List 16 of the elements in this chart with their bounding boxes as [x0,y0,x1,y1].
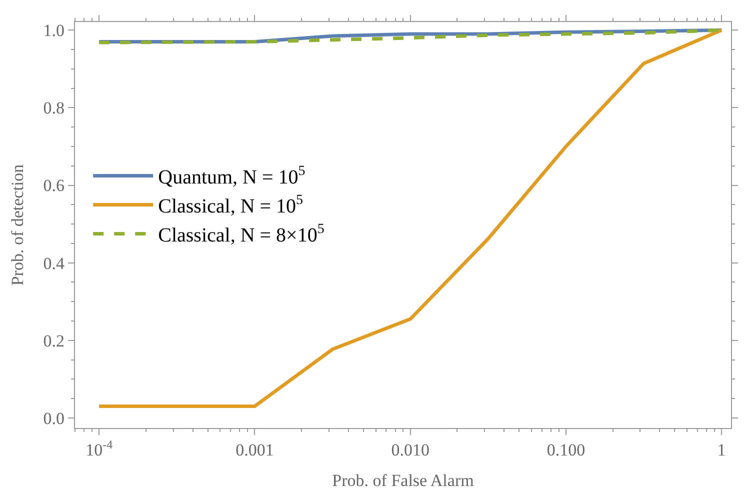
x-tick-label: 10$^{-4}$ [86,437,113,460]
x-tick-label: 0.001 [236,440,274,460]
y-tick-label: 0.0 [43,408,64,428]
x-axis-title: Prob. of False Alarm [332,470,474,490]
y-axis-title: Prob. of detection [8,164,27,286]
x-tick-label: 0.010 [391,440,430,460]
x-tick-label: 1 [717,440,726,460]
y-tick-label: 0.2 [43,331,64,350]
y-tick-label: 0.6 [43,176,64,196]
y-tick-label: 1.0 [43,21,64,40]
y-tick-label: 0.8 [43,98,64,118]
legend-label: Classical, N = 10$^{5}$ [158,193,304,218]
y-tick-label: 0.4 [43,254,65,273]
x-tick-label: 0.100 [546,440,586,460]
legend-label: Quantum, N = 10$^{5}$ [158,164,306,188]
legend-label: Classical, N = 8×10$^{5}$ [158,222,324,246]
